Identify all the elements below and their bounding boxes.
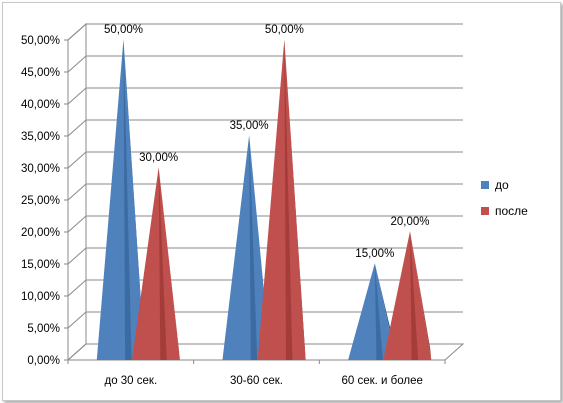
x-tick-label: 60 сек. и более xyxy=(341,375,422,387)
pyramid-side-face xyxy=(374,263,397,360)
gridline xyxy=(67,55,463,73)
gridline xyxy=(67,343,463,361)
y-tick-label: 15,00% xyxy=(21,259,60,271)
pyramid-bar xyxy=(348,263,397,360)
legend-swatch xyxy=(481,181,489,189)
y-tick-label: 45,00% xyxy=(21,67,60,79)
y-tick-label: 30,00% xyxy=(21,163,60,175)
data-labels: 50,00% 30,00% 35,00% 50,00% 15,00% 20,00% xyxy=(104,24,430,260)
legend-label: после xyxy=(495,204,528,218)
legend-label: до xyxy=(495,178,509,192)
y-tick-label: 0,00% xyxy=(27,355,60,367)
gridline xyxy=(67,311,463,329)
data-label: 50,00% xyxy=(265,24,304,36)
gridline xyxy=(67,119,463,137)
gridline xyxy=(67,215,463,233)
y-axis: 0,00% 5,00% 10,00% 15,00% 20,00% 25,00% 30,00%… xyxy=(21,35,69,367)
pyramid-edge-shade xyxy=(410,231,419,360)
y-tick-label: 25,00% xyxy=(21,195,60,207)
pyramid-bar xyxy=(383,231,432,360)
data-label: 30,00% xyxy=(139,152,178,164)
pyramid-bar xyxy=(257,39,306,360)
data-label: 50,00% xyxy=(104,24,143,36)
pyramid-side-face xyxy=(410,231,432,360)
pyramid-edge-shade xyxy=(284,39,293,360)
pyramid-front-face xyxy=(383,231,432,360)
x-axis: до 30 сек. 30-60 сек. 60 сек. и более xyxy=(67,360,446,387)
pyramid-edge-shade xyxy=(249,135,258,360)
pyramid-front-face xyxy=(222,135,271,360)
bars xyxy=(96,39,432,360)
y-tick-label: 35,00% xyxy=(21,131,60,143)
x-tick-label: 30-60 сек. xyxy=(230,375,283,387)
pyramid-front-face xyxy=(257,39,306,360)
y-tick-label: 40,00% xyxy=(21,99,60,111)
y-tick-label: 20,00% xyxy=(21,227,60,239)
gridline xyxy=(67,183,463,201)
y-tick-label: 10,00% xyxy=(21,291,60,303)
gridline xyxy=(67,23,463,41)
pyramid-edge-shade xyxy=(158,167,167,360)
pyramid-front-face xyxy=(96,39,145,360)
pyramid-chart: 0,00% 5,00% 10,00% 15,00% 20,00% 25,00% 30,00%… xyxy=(21,22,528,387)
pyramid-bar xyxy=(131,167,180,360)
legend: до после xyxy=(481,178,528,218)
gridlines xyxy=(67,23,463,361)
gridline xyxy=(67,87,463,105)
data-label: 35,00% xyxy=(230,120,269,132)
legend-swatch xyxy=(481,207,489,215)
data-label: 20,00% xyxy=(390,216,429,228)
pyramid-edge-shade xyxy=(374,263,383,360)
pyramid-bar xyxy=(96,39,145,360)
y-tick-label: 50,00% xyxy=(21,35,60,47)
gridline xyxy=(67,151,463,169)
x-tick-label: до 30 сек. xyxy=(104,375,157,387)
pyramid-front-face xyxy=(131,167,180,360)
gridline xyxy=(67,247,463,265)
data-label: 15,00% xyxy=(355,248,394,260)
pyramid-front-face xyxy=(348,263,397,360)
y-tick-label: 5,00% xyxy=(27,323,60,335)
gridline xyxy=(67,279,463,297)
